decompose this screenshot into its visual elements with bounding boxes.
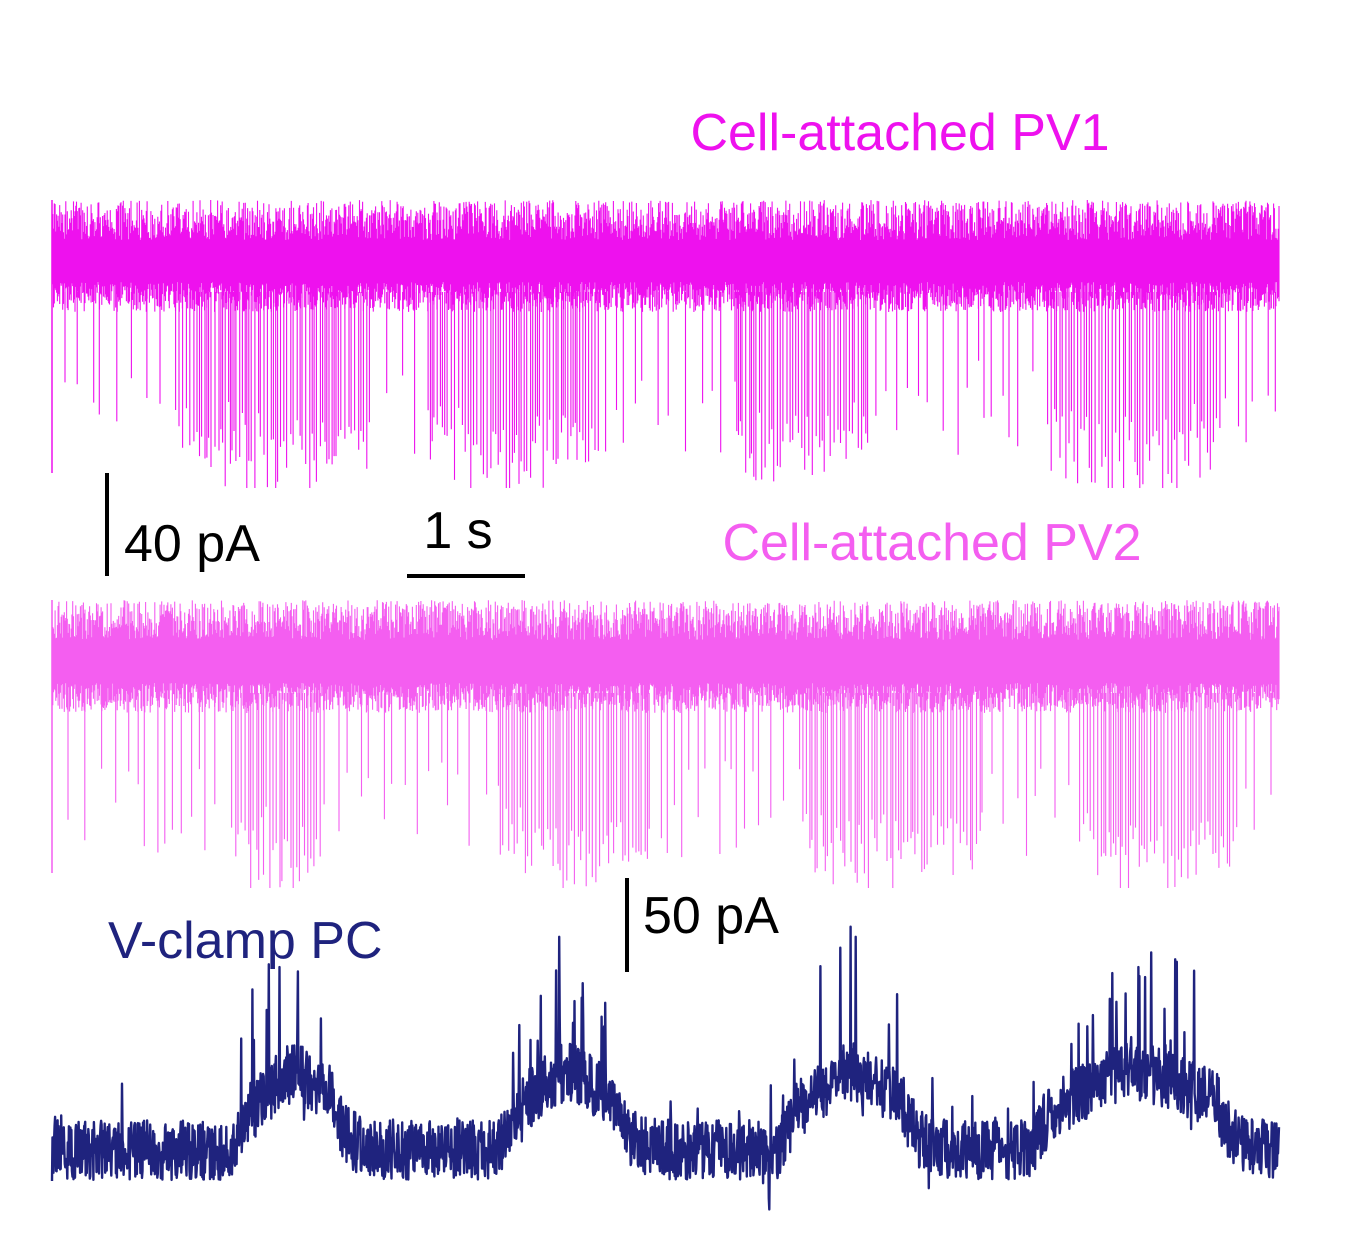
trace-pv1 bbox=[51, 200, 1280, 488]
spikes-2 bbox=[67, 693, 1272, 888]
scale-label-50pa: 50 pA bbox=[643, 887, 779, 945]
spikes-1 bbox=[64, 292, 1276, 488]
current-trace bbox=[50, 925, 1281, 1211]
trace-pc bbox=[50, 925, 1281, 1211]
trace-label-pc: V-clamp PC bbox=[108, 912, 383, 970]
trace-label-pv1: Cell-attached PV1 bbox=[690, 104, 1109, 162]
trace-pv2 bbox=[51, 600, 1280, 888]
scale-label-1s: 1 s bbox=[423, 502, 492, 560]
scale-label-40pa: 40 pA bbox=[124, 515, 260, 573]
trace-label-pv2: Cell-attached PV2 bbox=[722, 514, 1141, 572]
